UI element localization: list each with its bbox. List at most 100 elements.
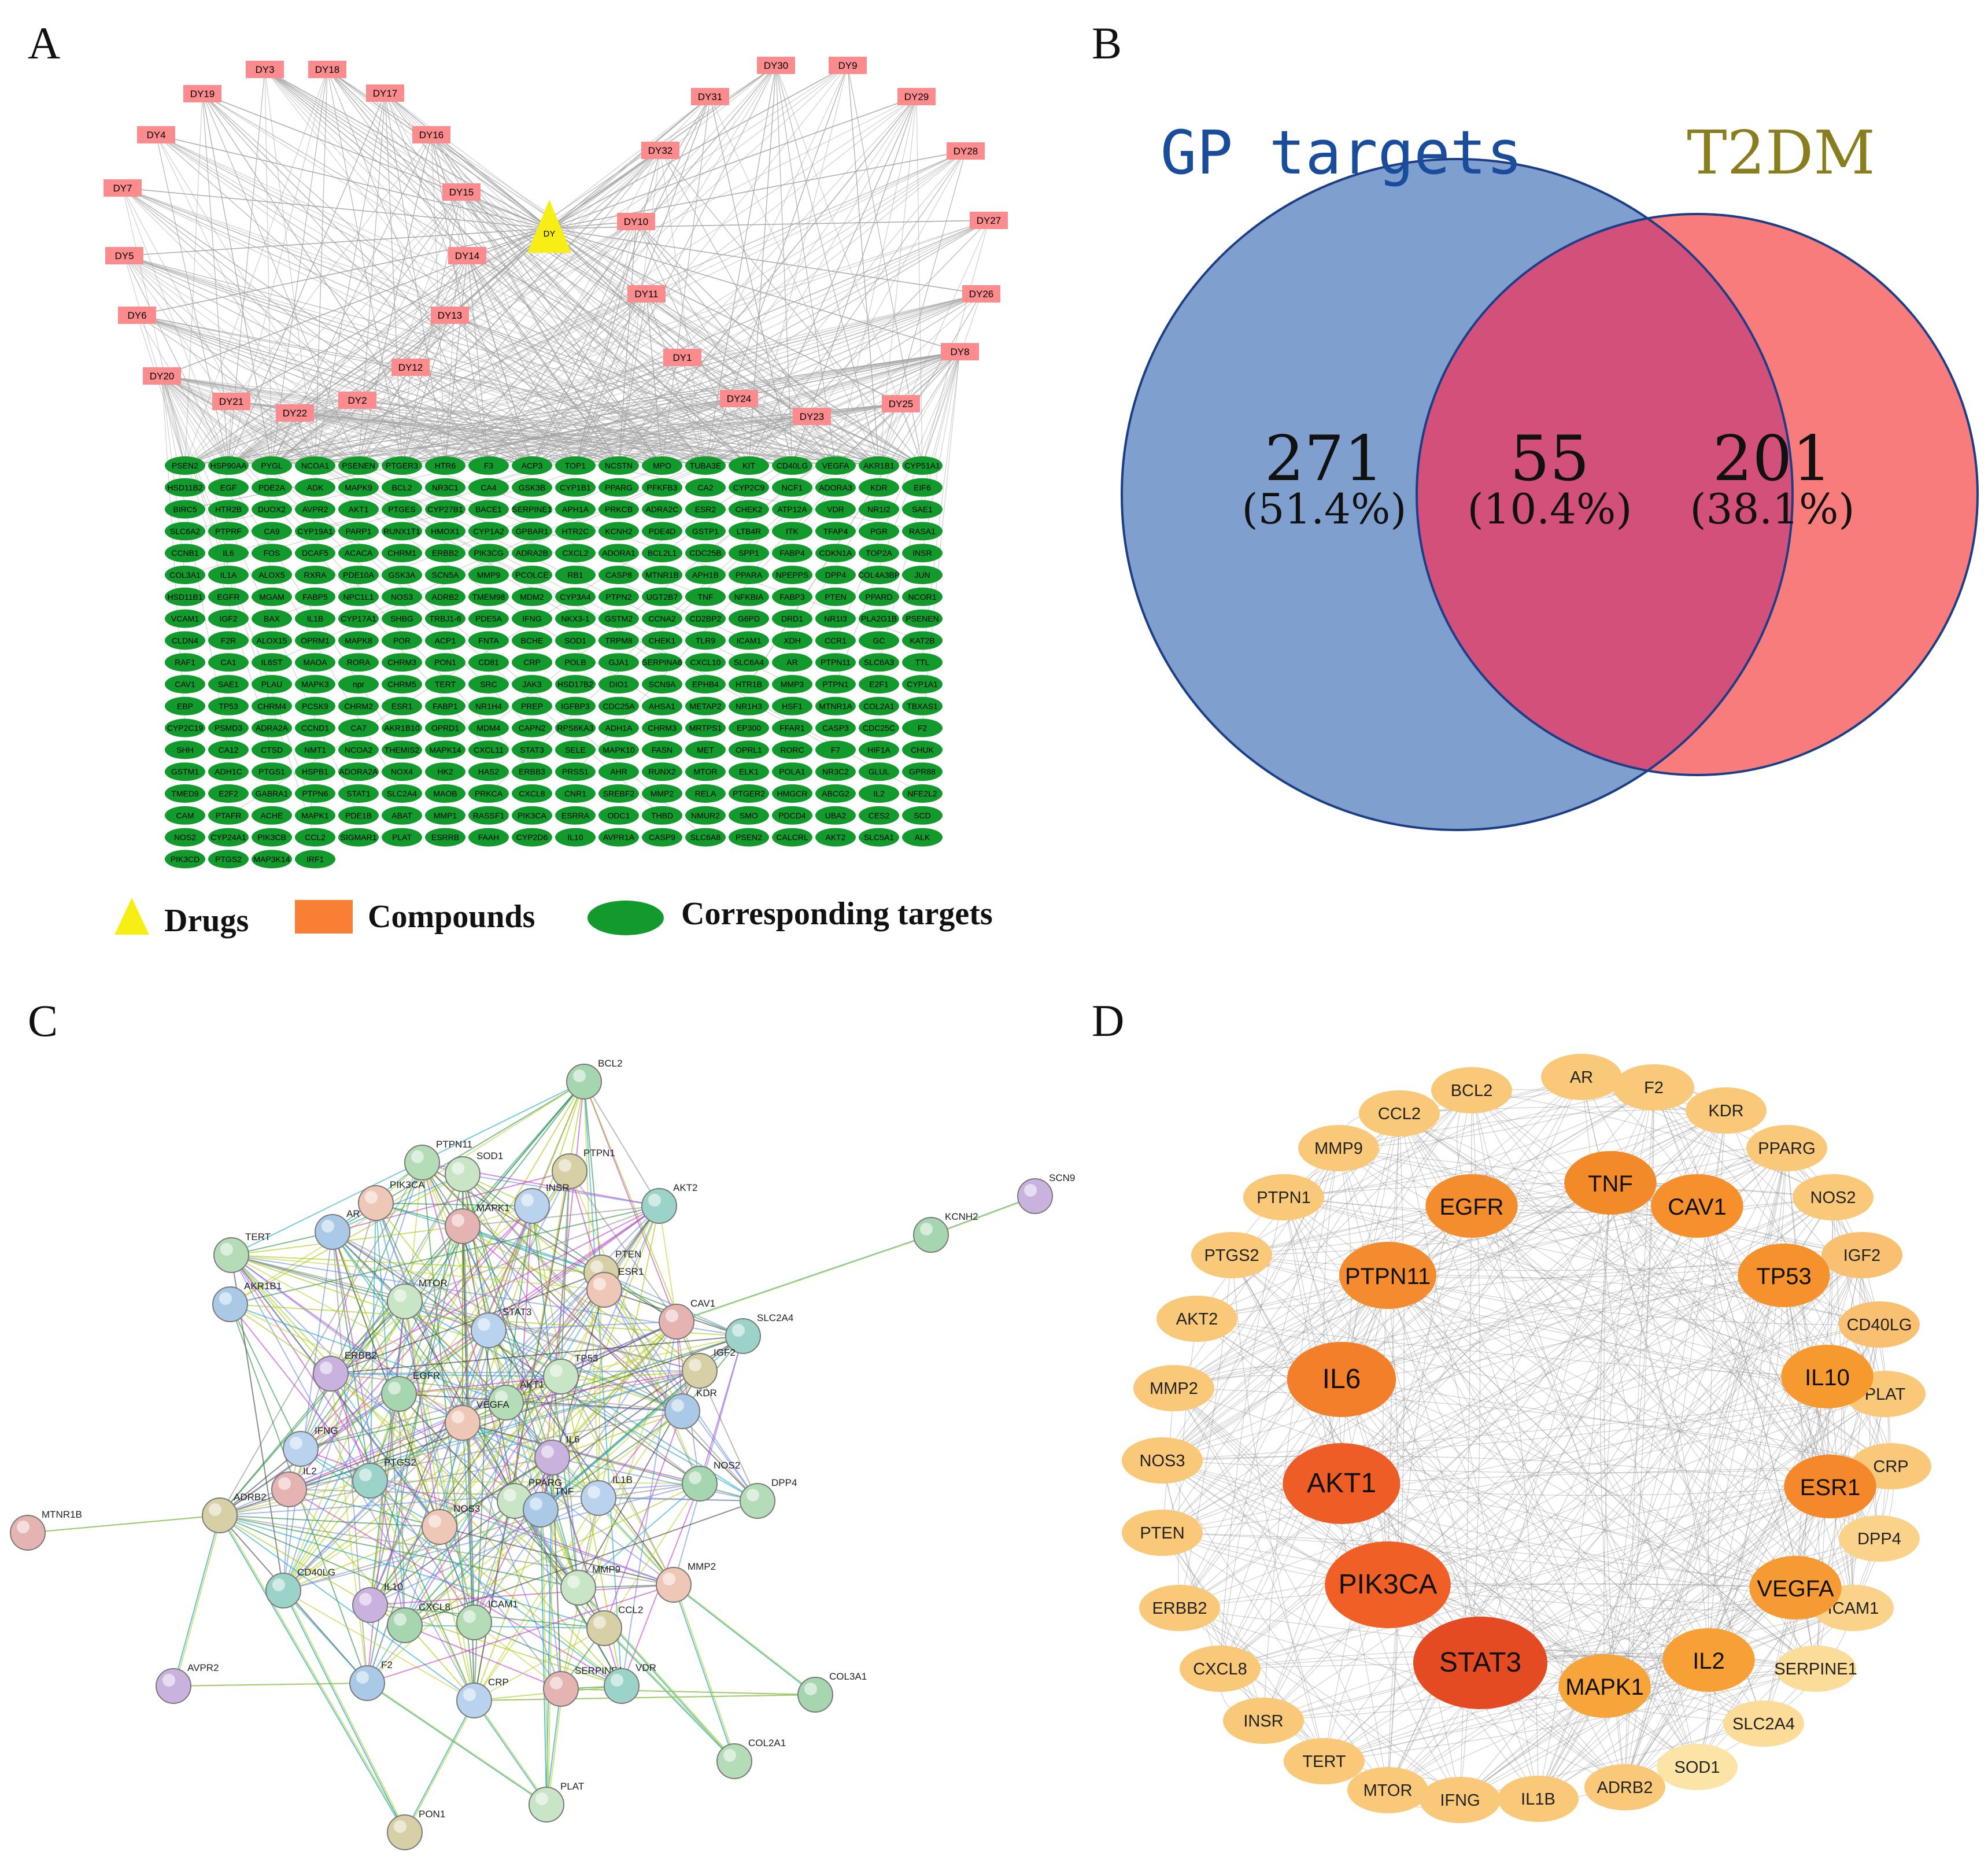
target-node-chek2: CHEK2 — [729, 500, 769, 519]
target-label: IL10 — [567, 833, 583, 842]
target-node-pik3cd: PIK3CD — [165, 850, 205, 869]
network-c-edge — [474, 1500, 515, 1623]
target-ellipse — [685, 609, 726, 628]
ppi-node-circle — [656, 1567, 692, 1603]
target-ellipse — [252, 784, 292, 803]
compound-label: DY31 — [698, 91, 723, 102]
target-node-hsf1: HSF1 — [772, 696, 812, 715]
ppi-node-highlight — [290, 1437, 302, 1449]
target-label: PFKFB3 — [647, 483, 678, 492]
target-node-maoa: MAOA — [295, 653, 335, 672]
network-d-edge — [1387, 1275, 1854, 1609]
target-label: RB1 — [567, 570, 583, 580]
target-node-cyp1a1: CYP1A1 — [902, 675, 943, 693]
network-c-edge — [231, 1255, 331, 1374]
network-d-edge — [1231, 1205, 1698, 1256]
target-node-stat1: STAT1 — [338, 784, 379, 803]
target-ellipse — [859, 544, 899, 563]
target-node-bche: BCHE — [512, 631, 552, 650]
panel-label-c: C — [28, 995, 58, 1046]
network-c-edge — [219, 1515, 475, 1701]
network-a-edge — [184, 412, 295, 466]
target-node-pde10a: PDE10A — [338, 566, 379, 584]
ppi-node-circle — [156, 1668, 191, 1704]
network-d-edge — [1283, 1197, 1784, 1276]
target-label: HTR2C — [562, 526, 589, 536]
target-node-ca2: CA2 — [685, 478, 726, 497]
network-d-edge — [1859, 1255, 1891, 1467]
target-ellipse — [642, 740, 682, 759]
target-ellipse — [512, 500, 552, 519]
drug-triangle — [527, 200, 571, 253]
ppi-node-highlight — [550, 1677, 563, 1689]
network-d-edge — [1783, 1275, 1854, 1609]
compound-label: DY8 — [950, 346, 969, 357]
target-label: PDE5A — [475, 614, 502, 624]
target-ellipse — [425, 631, 465, 650]
target-node-htr2b: HTR2B — [208, 500, 249, 519]
hub-outer-ellipse — [1498, 1776, 1579, 1822]
target-node-aph1a: APH1A — [555, 500, 596, 519]
target-ellipse — [555, 718, 596, 737]
target-node-odc1: ODC1 — [598, 806, 639, 825]
network-d-edge — [1471, 1090, 1834, 1198]
network-c-edge — [219, 1515, 405, 1833]
network-a-edge — [357, 400, 923, 466]
target-ellipse — [295, 587, 335, 606]
network-a-edge — [646, 293, 663, 466]
target-ellipse — [685, 631, 726, 650]
target-label: NCOR1 — [908, 592, 936, 602]
target-ellipse — [902, 478, 943, 497]
target-node-il1a: IL1A — [208, 566, 249, 584]
network-a-edge — [124, 255, 923, 466]
network-c-edge — [231, 1255, 700, 1371]
target-node-cyp2c19: CYP2C19 — [165, 718, 205, 737]
network-d-edge — [1341, 1110, 1727, 1484]
ppi-node-circle — [202, 1497, 238, 1533]
target-ellipse — [208, 631, 249, 650]
target-label: HSD11B2 — [167, 483, 202, 492]
target-label: ICAM1 — [737, 636, 762, 645]
target-label: CHRM1 — [387, 548, 416, 558]
network-a-edge — [445, 293, 982, 466]
target-node-chrm2: CHRM2 — [338, 696, 379, 715]
network-d-edge — [1173, 1388, 1388, 1791]
ppi-node-insr: INSR — [514, 1182, 570, 1224]
hub-outer-node-serpine1: SERPINE1 — [1774, 1646, 1857, 1692]
target-label: PPARA — [736, 570, 763, 580]
network-c-edge — [283, 1483, 700, 1591]
network-c-edge — [488, 1321, 677, 1331]
hub-outer-ellipse — [1180, 1646, 1261, 1692]
compound-label: DY27 — [977, 215, 1002, 226]
target-node-egf: EGF — [208, 478, 249, 497]
network-c-edge — [332, 1231, 553, 1458]
target-ellipse — [902, 784, 943, 803]
hub-inner-label: VEGFA — [1757, 1576, 1834, 1602]
target-node-cyp27b1: CYP27B1 — [425, 500, 465, 519]
target-label: TP53 — [219, 702, 238, 711]
ppi-node-label: PPARG — [529, 1477, 562, 1488]
target-node-cav1: CAV1 — [165, 675, 205, 693]
target-node-psmd3: PSMD3 — [208, 718, 249, 737]
target-ellipse — [859, 696, 899, 715]
ppi-node-circle — [315, 1214, 350, 1250]
target-label: AR — [786, 658, 797, 667]
network-a-edge — [748, 403, 901, 466]
ppi-node-highlight — [593, 1616, 606, 1629]
target-ellipse — [772, 696, 812, 715]
network-a-edge — [228, 191, 462, 466]
network-a-edge — [228, 65, 848, 466]
target-label: CHEK1 — [649, 636, 676, 645]
network-c-edge — [173, 1515, 220, 1687]
network-a-edge — [271, 293, 982, 466]
compound-label: DY9 — [838, 60, 857, 71]
network-c-edge — [332, 1171, 570, 1233]
target-label: PTGES — [388, 505, 415, 514]
network-c-edge — [230, 1081, 585, 1305]
network-d-edge — [1697, 1205, 1796, 1588]
target-ellipse — [425, 806, 465, 825]
network-a-edge — [271, 357, 683, 466]
target-node-rassf1: RASSF1 — [468, 806, 509, 825]
target-node-pgr: PGR — [859, 522, 899, 541]
target-node-chrm4: CHRM4 — [252, 696, 292, 715]
